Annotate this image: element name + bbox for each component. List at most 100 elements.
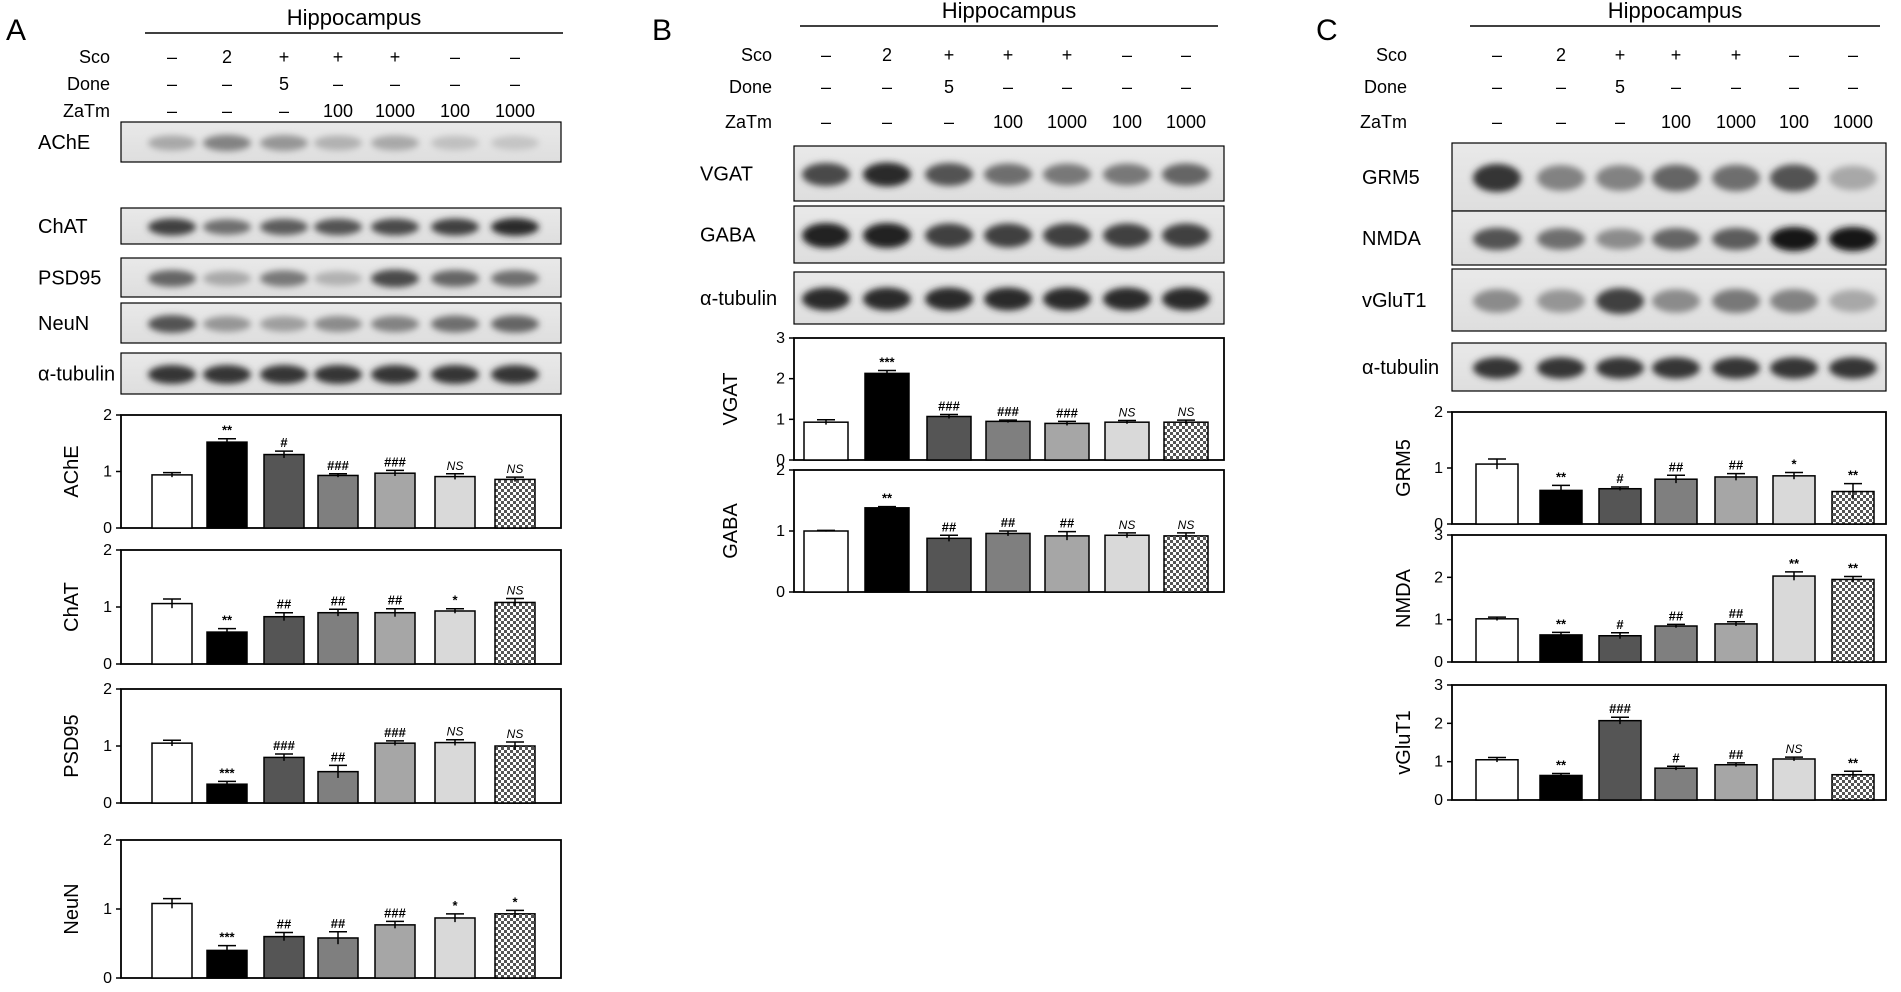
bar [1714, 476, 1758, 525]
treatment-value: 2 [222, 47, 232, 67]
significance-label: NS [447, 725, 464, 739]
bar [1475, 618, 1519, 663]
blot-band [371, 364, 419, 385]
y-axis-label: ChAT [61, 582, 83, 632]
treatment-value: 2 [1556, 45, 1566, 65]
blot-band [148, 270, 196, 287]
bar [1714, 763, 1758, 801]
panel-label-A: A [6, 14, 26, 47]
treatment-value: – [821, 112, 831, 132]
blot-band [1473, 357, 1521, 379]
blot-band [260, 316, 308, 332]
treatment-value: 100 [993, 112, 1023, 132]
y-tick-label: 0 [1434, 792, 1443, 809]
blot-band [203, 364, 251, 385]
treatment-value: – [279, 101, 289, 121]
treatment-value: 100 [323, 101, 353, 121]
bar [1044, 535, 1090, 593]
significance-label: ** [1848, 468, 1859, 483]
treatment-label: Sco [1376, 45, 1407, 65]
bar [1539, 489, 1583, 525]
blot-band [1712, 288, 1760, 314]
treatment-value: – [1492, 112, 1502, 132]
y-tick-label: 2 [103, 832, 112, 849]
bar [864, 507, 910, 593]
blot-band [1043, 223, 1091, 248]
panel-A: Hippocampus Sco – 2 + + + – – Done – – 5 – – – – ZaTm – – – 1… [38, 5, 563, 987]
significance-label: # [1616, 617, 1624, 632]
blot-label: α-tubulin [700, 288, 777, 310]
treatment-value: 100 [440, 101, 470, 121]
treatment-value: – [167, 74, 177, 94]
blot-band [371, 218, 419, 236]
y-tick-label: 1 [1434, 460, 1443, 477]
blot-band [1596, 165, 1644, 191]
y-tick-label: 2 [1434, 715, 1443, 732]
blot-band [1652, 357, 1700, 379]
treatment-value: 1000 [1716, 112, 1756, 132]
significance-label: ## [1729, 606, 1744, 621]
bar [434, 917, 476, 979]
bar [1831, 773, 1875, 801]
blot-band [431, 315, 479, 333]
blot-band [1473, 227, 1521, 251]
panel-label-B: B [652, 14, 672, 47]
blot-bands [148, 134, 539, 152]
significance-label: * [452, 898, 458, 913]
blot-band [1652, 164, 1700, 192]
bar [985, 532, 1031, 593]
significance-label: ### [384, 454, 406, 469]
blot-band [1829, 357, 1877, 379]
blot-band [1103, 287, 1151, 311]
blot-label: α-tubulin [38, 364, 115, 386]
treatment-value: – [1671, 77, 1681, 97]
significance-label: NS [1786, 742, 1803, 756]
blot-band [314, 135, 362, 151]
blot-band [371, 135, 419, 151]
treatment-value: – [1556, 77, 1566, 97]
blot-band [863, 287, 911, 311]
significance-label: ## [277, 597, 292, 612]
treatment-value: + [1615, 45, 1626, 65]
blot-band [491, 218, 539, 236]
bar [1654, 625, 1698, 663]
y-tick-label: 1 [103, 464, 112, 481]
blot-band [431, 135, 479, 151]
significance-label: ** [222, 613, 233, 628]
bar [317, 611, 359, 665]
significance-label: ## [1669, 459, 1684, 474]
treatment-value: + [279, 47, 290, 67]
significance-label: NS [1119, 518, 1136, 532]
bar [1772, 575, 1816, 663]
blot-band [491, 270, 539, 287]
treatment-value: – [1556, 112, 1566, 132]
treatment-value: – [1848, 77, 1858, 97]
blot-bands [148, 269, 539, 288]
significance-label: ## [331, 749, 346, 764]
bar [317, 474, 359, 529]
blot-band [148, 135, 196, 151]
blot-band [1596, 288, 1644, 314]
bar [1044, 422, 1090, 461]
significance-label: * [512, 894, 518, 909]
significance-label: ** [1789, 556, 1800, 571]
treatment-value: + [944, 45, 955, 65]
bar [494, 913, 536, 979]
significance-label: # [280, 435, 288, 450]
bar [317, 937, 359, 979]
blot-band [148, 364, 196, 385]
significance-label: ### [997, 404, 1019, 419]
treatment-value: 100 [1779, 112, 1809, 132]
bar [374, 742, 416, 804]
bar [1831, 578, 1875, 663]
bar [494, 601, 536, 665]
y-axis-label: vGluT1 [1393, 710, 1415, 774]
y-tick-label: 1 [103, 599, 112, 616]
y-axis-label: PSD95 [61, 714, 83, 777]
significance-label: ### [1609, 701, 1631, 716]
bar [151, 902, 193, 979]
bar [1772, 475, 1816, 525]
significance-label: ** [222, 423, 233, 438]
bar [1475, 463, 1519, 525]
panel-C: Hippocampus Sco – 2 + + + – – Done – – 5 – – – – ZaTm – – – 1… [1360, 0, 1887, 809]
